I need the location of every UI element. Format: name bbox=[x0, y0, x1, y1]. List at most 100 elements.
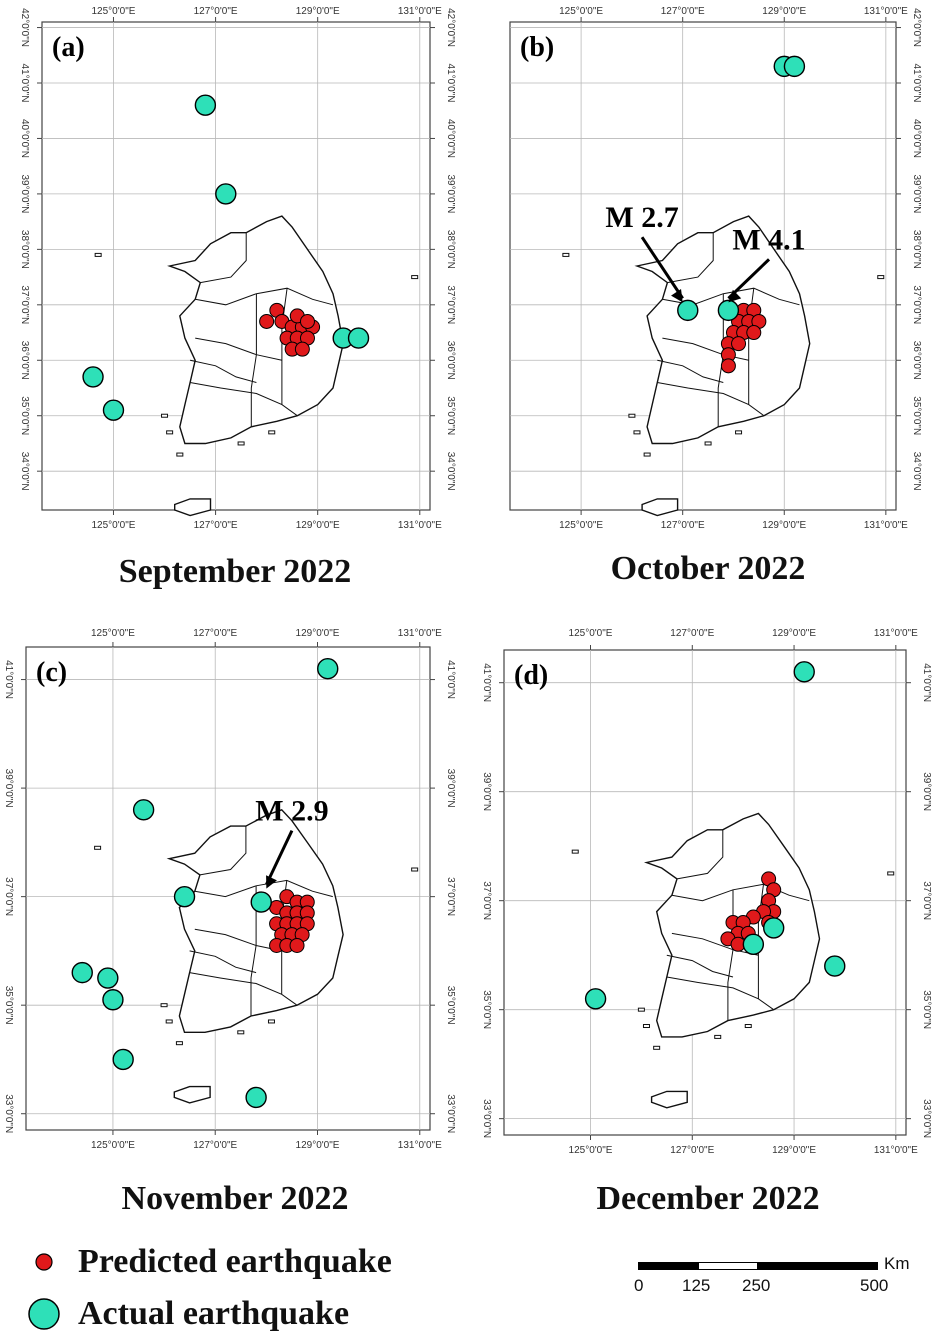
lon-tick-label-bottom: 129°0'0"E bbox=[762, 520, 806, 531]
map-svg-c: 125°0'0"E 125°0'0"E 127°0'0"E 127°0'0"E 129°… bbox=[0, 610, 468, 1230]
lat-tick-label-right: 35°0'0"N bbox=[445, 396, 456, 435]
lat-tick-label-left: 33°0'0"N bbox=[3, 1094, 14, 1133]
magnitude-annotation: M 2.9 bbox=[255, 795, 328, 828]
island-speck bbox=[161, 1004, 167, 1007]
lat-tick-label-right: 40°0'0"N bbox=[445, 119, 456, 158]
lat-tick-label-left: 37°0'0"N bbox=[3, 877, 14, 916]
lat-tick-label-left: 41°0'0"N bbox=[19, 64, 30, 103]
lat-tick-label-left: 39°0'0"N bbox=[19, 174, 30, 213]
legend-predicted: Predicted earthquake bbox=[30, 1243, 392, 1281]
lat-tick-label-right: 37°0'0"N bbox=[445, 877, 456, 916]
lon-tick-label-top: 125°0'0"E bbox=[91, 628, 135, 639]
actual-earthquake-point bbox=[195, 95, 215, 115]
lon-tick-label-bottom: 129°0'0"E bbox=[772, 1145, 816, 1156]
island-speck bbox=[95, 253, 101, 256]
actual-earthquake-point bbox=[718, 300, 738, 320]
lat-tick-label-left: 41°0'0"N bbox=[3, 660, 14, 699]
panel-label: (b) bbox=[520, 32, 554, 63]
lon-tick-label-top: 125°0'0"E bbox=[569, 628, 613, 639]
magnitude-annotation: M 2.7 bbox=[605, 201, 678, 234]
actual-earthquake-point bbox=[251, 892, 271, 912]
lat-tick-label-right: 42°0'0"N bbox=[445, 8, 456, 47]
predicted-earthquake-point bbox=[721, 359, 735, 373]
lat-tick-label-left: 33°0'0"N bbox=[481, 1099, 492, 1138]
lon-tick-label-top: 127°0'0"E bbox=[193, 628, 237, 639]
island-speck bbox=[177, 453, 183, 456]
lat-tick-label-right: 40°0'0"N bbox=[911, 119, 922, 158]
scale-label-250: 250 bbox=[742, 1276, 770, 1296]
lat-tick-label-right: 33°0'0"N bbox=[921, 1099, 932, 1138]
lat-tick-label-right: 38°0'0"N bbox=[445, 230, 456, 269]
lon-tick-label-bottom: 131°0'0"E bbox=[874, 1145, 918, 1156]
island-speck bbox=[412, 868, 418, 871]
island-speck bbox=[166, 1020, 172, 1023]
actual-earthquake-point bbox=[794, 662, 814, 682]
actual-earthquake-point bbox=[103, 990, 123, 1010]
lon-tick-label-bottom: 129°0'0"E bbox=[296, 1140, 340, 1151]
panel-label: (d) bbox=[514, 660, 548, 691]
lon-tick-label-bottom: 125°0'0"E bbox=[91, 1140, 135, 1151]
island-speck bbox=[644, 453, 650, 456]
actual-earthquake-point bbox=[678, 300, 698, 320]
actual-earthquake-point bbox=[175, 887, 195, 907]
lat-tick-label-right: 34°0'0"N bbox=[445, 452, 456, 491]
predicted-earthquake-point bbox=[300, 314, 314, 328]
lon-tick-label-top: 129°0'0"E bbox=[296, 6, 340, 17]
lat-tick-label-right: 41°0'0"N bbox=[445, 64, 456, 103]
caption-d: December 2022 bbox=[568, 1180, 848, 1218]
lon-tick-label-top: 131°0'0"E bbox=[864, 6, 908, 17]
lon-tick-label-top: 127°0'0"E bbox=[670, 628, 714, 639]
lon-tick-label-bottom: 127°0'0"E bbox=[661, 520, 705, 531]
scale-label-500: 500 bbox=[860, 1276, 888, 1296]
actual-earthquake-point bbox=[246, 1087, 266, 1107]
panel-label: (a) bbox=[52, 32, 85, 63]
lat-tick-label-left: 35°0'0"N bbox=[19, 396, 30, 435]
actual-earthquake-point bbox=[83, 367, 103, 387]
map-panel-c: 125°0'0"E 125°0'0"E 127°0'0"E 127°0'0"E 129°… bbox=[0, 610, 468, 1230]
caption-a: September 2022 bbox=[100, 553, 370, 591]
lat-tick-label-left: 38°0'0"N bbox=[19, 230, 30, 269]
predicted-marker-icon bbox=[30, 1244, 66, 1280]
predicted-earthquake-point bbox=[260, 314, 274, 328]
lon-tick-label-bottom: 129°0'0"E bbox=[296, 520, 340, 531]
actual-earthquake-point bbox=[743, 934, 763, 954]
lat-tick-label-right: 39°0'0"N bbox=[911, 174, 922, 213]
lat-tick-label-right: 35°0'0"N bbox=[911, 396, 922, 435]
lat-tick-label-left: 42°0'0"N bbox=[19, 8, 30, 47]
lon-tick-label-bottom: 131°0'0"E bbox=[398, 520, 442, 531]
lat-tick-label-left: 39°0'0"N bbox=[481, 772, 492, 811]
lon-tick-label-top: 125°0'0"E bbox=[92, 6, 136, 17]
legend-actual: Actual earthquake bbox=[26, 1294, 349, 1334]
scale-label-125: 125 bbox=[682, 1276, 710, 1296]
predicted-earthquake-point bbox=[295, 342, 309, 356]
island-speck bbox=[745, 1025, 751, 1028]
island-speck bbox=[654, 1046, 660, 1049]
lat-tick-label-right: 39°0'0"N bbox=[921, 772, 932, 811]
lon-tick-label-bottom: 127°0'0"E bbox=[670, 1145, 714, 1156]
predicted-earthquake-point bbox=[747, 326, 761, 340]
lat-tick-label-right: 41°0'0"N bbox=[921, 663, 932, 702]
island-speck bbox=[412, 276, 418, 279]
magnitude-annotation: M 4.1 bbox=[732, 223, 805, 256]
lat-tick-label-left: 37°0'0"N bbox=[19, 285, 30, 324]
lat-tick-label-left: 34°0'0"N bbox=[19, 452, 30, 491]
lat-tick-label-right: 38°0'0"N bbox=[911, 230, 922, 269]
lon-tick-label-top: 131°0'0"E bbox=[398, 6, 442, 17]
actual-earthquake-point bbox=[134, 800, 154, 820]
lon-tick-label-top: 129°0'0"E bbox=[296, 628, 340, 639]
map-svg-b: 125°0'0"E 125°0'0"E 127°0'0"E 127°0'0"E 129°… bbox=[468, 0, 936, 600]
lon-tick-label-bottom: 127°0'0"E bbox=[193, 1140, 237, 1151]
lat-tick-label-right: 37°0'0"N bbox=[921, 881, 932, 920]
map-panel-b: 125°0'0"E 125°0'0"E 127°0'0"E 127°0'0"E 129°… bbox=[468, 0, 936, 600]
lat-tick-label-left: 37°0'0"N bbox=[481, 881, 492, 920]
lon-tick-label-bottom: 131°0'0"E bbox=[864, 520, 908, 531]
lat-tick-label-right: 34°0'0"N bbox=[911, 452, 922, 491]
legend-actual-label: Actual earthquake bbox=[78, 1295, 349, 1333]
actual-earthquake-point bbox=[825, 956, 845, 976]
actual-earthquake-point bbox=[764, 918, 784, 938]
scale-seg-1 bbox=[638, 1262, 698, 1270]
island-speck bbox=[167, 431, 173, 434]
actual-earthquake-point bbox=[349, 328, 369, 348]
island-speck bbox=[572, 850, 578, 853]
actual-earthquake-point bbox=[103, 400, 123, 420]
